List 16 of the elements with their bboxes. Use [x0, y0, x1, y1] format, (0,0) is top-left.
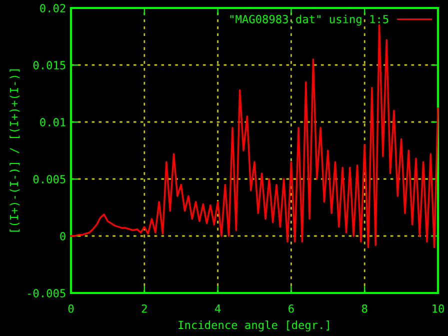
x-tick-label: 10	[432, 304, 444, 313]
x-tick-label: 2	[142, 304, 147, 313]
x-tick-label: 4	[215, 304, 221, 313]
x-tick-label: 8	[362, 304, 368, 313]
legend-label: "MAG08983.dat" using 1:5	[230, 14, 388, 26]
line-series	[70, 24, 439, 248]
x-tick-label: 0	[68, 304, 74, 313]
x-tick-label: 6	[288, 304, 294, 313]
y-tick-label: 0.005	[33, 175, 66, 184]
y-tick-label: 0.01	[40, 118, 66, 126]
y-tick-label: 0.015	[33, 61, 66, 70]
y-tick-label: 0	[60, 232, 66, 240]
y-tick-label: -0.005	[28, 289, 66, 298]
x-axis-title: Incidence angle [degr.]	[178, 320, 329, 332]
y-tick-label: 0.02	[40, 4, 66, 12]
y-axis-title: [(I+)-(I-)] / [(I+)+(I-)]	[10, 69, 20, 232]
